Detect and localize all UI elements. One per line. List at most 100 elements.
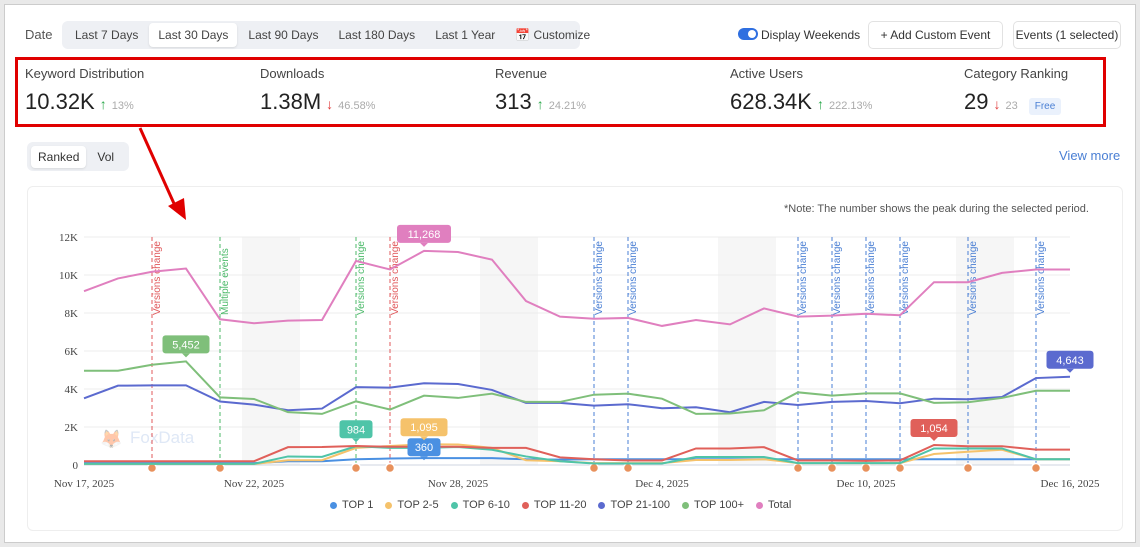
metric-label: Keyword Distribution xyxy=(25,66,145,81)
peak-pointer xyxy=(420,242,428,247)
event-label: Versions change xyxy=(900,241,911,315)
range-1-year[interactable]: Last 1 Year xyxy=(435,28,496,42)
series-line-top-100- xyxy=(84,360,1070,415)
legend-label: TOP 1 xyxy=(342,499,374,511)
peak-label: 4,643 xyxy=(1056,355,1084,367)
event-label: Versions change xyxy=(866,241,877,315)
peak-pointer xyxy=(182,353,190,358)
y-tick-label: 10K xyxy=(59,270,78,282)
customize-label: Customize xyxy=(533,28,591,42)
annotation-arrowhead xyxy=(168,198,186,220)
add-custom-event-button[interactable]: + Add Custom Event xyxy=(868,21,1003,49)
event-label: Versions change xyxy=(356,241,367,315)
legend-label: TOP 100+ xyxy=(693,499,745,511)
x-tick-label: Nov 22, 2025 xyxy=(224,478,285,490)
metric-label: Revenue xyxy=(495,66,548,81)
metric-value: 313 xyxy=(495,89,532,114)
arrow-up-icon: ↑ xyxy=(99,96,107,112)
peak-label-bg xyxy=(162,335,210,354)
legend-item[interactable]: TOP 11-20 xyxy=(521,499,586,511)
legend-dot-icon xyxy=(450,501,458,509)
event-label: Versions change xyxy=(1036,241,1047,315)
event-marker xyxy=(962,462,974,474)
series-line-top-11-20 xyxy=(84,443,1070,463)
peak-label: 1,054 xyxy=(920,423,948,435)
event-marker xyxy=(860,462,872,474)
metric-change: 23 xyxy=(1005,100,1018,112)
event-label: Versions change xyxy=(594,241,605,315)
display-weekends-toggle[interactable] xyxy=(738,28,758,40)
y-tick-label: 12K xyxy=(59,232,78,244)
arrow-down-icon: ↓ xyxy=(326,96,334,112)
peak-label-bg xyxy=(397,224,451,243)
range-90-days[interactable]: Last 90 Days xyxy=(248,28,319,42)
free-badge: Free xyxy=(1028,98,1062,115)
metric-label: Category Ranking xyxy=(964,66,1069,81)
x-tick-label: Dec 4, 2025 xyxy=(635,478,689,490)
y-tick-label: 4K xyxy=(65,384,79,396)
metric-change: 222.13% xyxy=(828,100,873,112)
metric-label: Downloads xyxy=(260,66,325,81)
peak-label-bg xyxy=(400,418,448,437)
chart-note: *Note: The number shows the peak during … xyxy=(784,203,1089,215)
legend-dot-icon xyxy=(756,501,764,509)
metric-value: 10.32K xyxy=(25,89,95,114)
event-label: Multiple events xyxy=(220,248,231,315)
chart-legend: TOP 1 TOP 2-5 TOP 6-10 TOP 11-20 TOP 21-100 T… xyxy=(330,499,791,511)
peak-label-bg xyxy=(910,418,958,437)
event-label: Versions change xyxy=(628,241,639,315)
date-label: Date xyxy=(25,27,53,42)
legend-dot-icon xyxy=(330,501,337,509)
peak-label: 1,095 xyxy=(410,422,438,434)
tab-ranked[interactable]: Ranked xyxy=(31,145,87,168)
legend-label: Total xyxy=(768,499,792,511)
metric-value: 628.34K xyxy=(730,89,812,114)
range-180-days[interactable]: Last 180 Days xyxy=(338,28,416,42)
watermark-logo: FoxData xyxy=(130,428,195,447)
legend-item[interactable]: TOP 1 xyxy=(330,499,373,511)
legend-dot-icon xyxy=(385,501,393,509)
peak-label: 5,452 xyxy=(172,339,200,351)
event-label: Versions change xyxy=(968,241,979,315)
y-tick-label: 6K xyxy=(65,346,79,358)
legend-item[interactable]: TOP 2-5 xyxy=(385,499,439,511)
legend-item[interactable]: TOP 100+ xyxy=(681,499,745,511)
event-label: Versions change xyxy=(798,241,809,315)
peak-pointer xyxy=(930,436,938,441)
series-line-top-6-10 xyxy=(84,445,1070,465)
legend-item[interactable]: Total xyxy=(756,499,791,511)
metric-revenue: Revenue 313 ↑ 24.21% xyxy=(495,66,586,115)
customize-button[interactable]: 📅 Customize xyxy=(506,23,599,47)
legend-dot-icon xyxy=(681,501,689,509)
events-dropdown[interactable]: Events (1 selected) xyxy=(1013,21,1121,49)
legend-item[interactable]: TOP 21-100 xyxy=(598,499,670,511)
annotation-arrow xyxy=(138,127,178,209)
legend-label: TOP 2-5 xyxy=(397,499,439,511)
metric-downloads: Downloads 1.38M ↓ 46.58% xyxy=(260,66,375,115)
range-30-days[interactable]: Last 30 Days xyxy=(149,23,238,47)
event-marker xyxy=(350,462,362,474)
view-more-link[interactable]: View more xyxy=(1059,148,1121,163)
peak-label-bg xyxy=(407,438,441,457)
arrow-up-icon: ↑ xyxy=(536,96,544,112)
peak-label-bg xyxy=(339,420,373,439)
x-tick-label: Nov 17, 2025 xyxy=(54,478,115,490)
event-marker xyxy=(384,462,396,474)
legend-dot-icon xyxy=(598,501,606,509)
arrow-down-icon: ↓ xyxy=(993,96,1001,112)
range-7-days[interactable]: Last 7 Days xyxy=(75,28,139,42)
series-line-top-21-100 xyxy=(83,375,1071,414)
metric-change: 46.58% xyxy=(338,100,376,112)
peak-pointer xyxy=(420,456,428,461)
tab-vol[interactable]: Vol xyxy=(97,149,115,164)
y-tick-label: 0 xyxy=(73,460,79,472)
event-marker xyxy=(622,462,634,474)
calendar-icon: 📅 xyxy=(515,28,531,42)
view-toggle: Ranked Vol xyxy=(27,142,129,171)
metric-change: 13% xyxy=(111,100,134,112)
event-label: Versions change xyxy=(152,241,163,315)
series-line-total xyxy=(83,249,1070,327)
event-marker xyxy=(894,462,906,474)
legend-item[interactable]: TOP 6-10 xyxy=(450,499,510,511)
